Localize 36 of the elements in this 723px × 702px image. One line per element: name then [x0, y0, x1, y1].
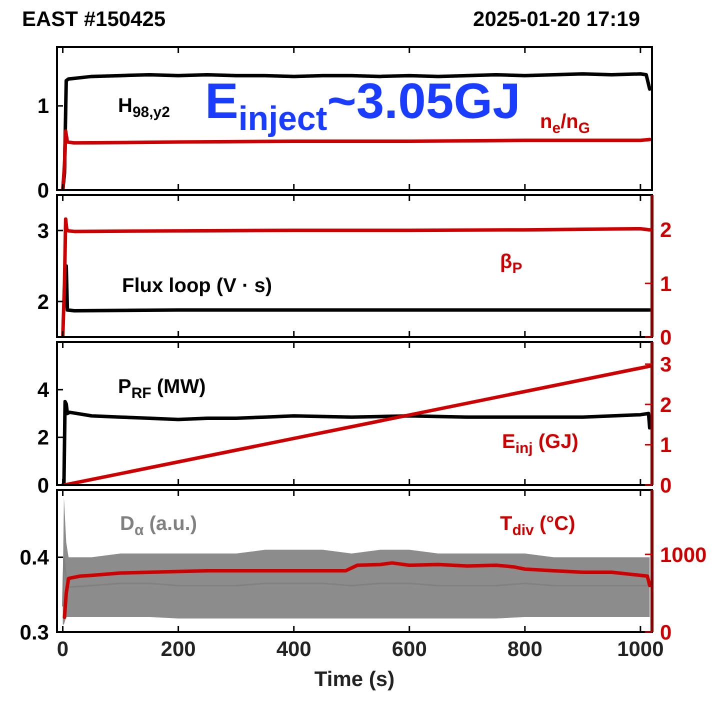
y2-tick-label: 2 — [660, 219, 672, 242]
x-tick-label: 1000 — [617, 638, 664, 661]
series-label: β$_{P}$ — [500, 251, 522, 278]
y2-tick-label: 2 — [660, 394, 672, 417]
series-label: n$_{e}$/n$_{G}$ — [540, 111, 590, 138]
x-axis-title: Time (s) — [314, 668, 395, 691]
chart-title: EAST #150425 — [22, 8, 166, 31]
series-label: E$_{inj}$ (GJ) — [502, 431, 578, 458]
text: D$_{α}$ (a.u.) — [120, 513, 198, 540]
x-tick-label: 800 — [507, 638, 542, 661]
y2-tick-label: 1000 — [660, 544, 707, 567]
line-series — [62, 561, 652, 620]
x-tick-label: 0 — [56, 638, 69, 661]
y-tick-label: 0.3 — [20, 621, 49, 644]
x-tick-label: 200 — [160, 638, 196, 661]
annotation: E$_{inject}$~3.05GJ — [205, 73, 520, 138]
y-tick-label: 0.4 — [20, 546, 50, 570]
y-tick-label: 0 — [37, 179, 49, 202]
y-tick-label: 2 — [37, 290, 49, 314]
series-label: P$_{RF}$ (MW) — [118, 376, 206, 402]
y2-tick-label: 1 — [660, 272, 672, 296]
y2-tick-label: 3 — [660, 354, 672, 377]
series-label: T$_{div}$ (°C) — [500, 513, 576, 540]
series-label: H$_{98,y2}$ — [118, 95, 170, 122]
y-tick-label: 1 — [37, 95, 50, 118]
series-label: Flux loop (V · s) — [122, 275, 272, 297]
y-tick-label: 0 — [37, 474, 49, 498]
y-tick-label: 2 — [37, 426, 49, 450]
y2-tick-label: 0 — [660, 474, 672, 498]
y2-tick-label: 1 — [660, 434, 672, 458]
x-tick-label: 600 — [392, 638, 427, 661]
y2-tick-label: 0 — [660, 326, 672, 350]
text: 2025-01-20 17:19 — [473, 8, 640, 31]
y-tick-label: 3 — [37, 220, 49, 243]
y-tick-label: 4 — [37, 379, 50, 402]
x-tick-label: 400 — [276, 638, 312, 661]
